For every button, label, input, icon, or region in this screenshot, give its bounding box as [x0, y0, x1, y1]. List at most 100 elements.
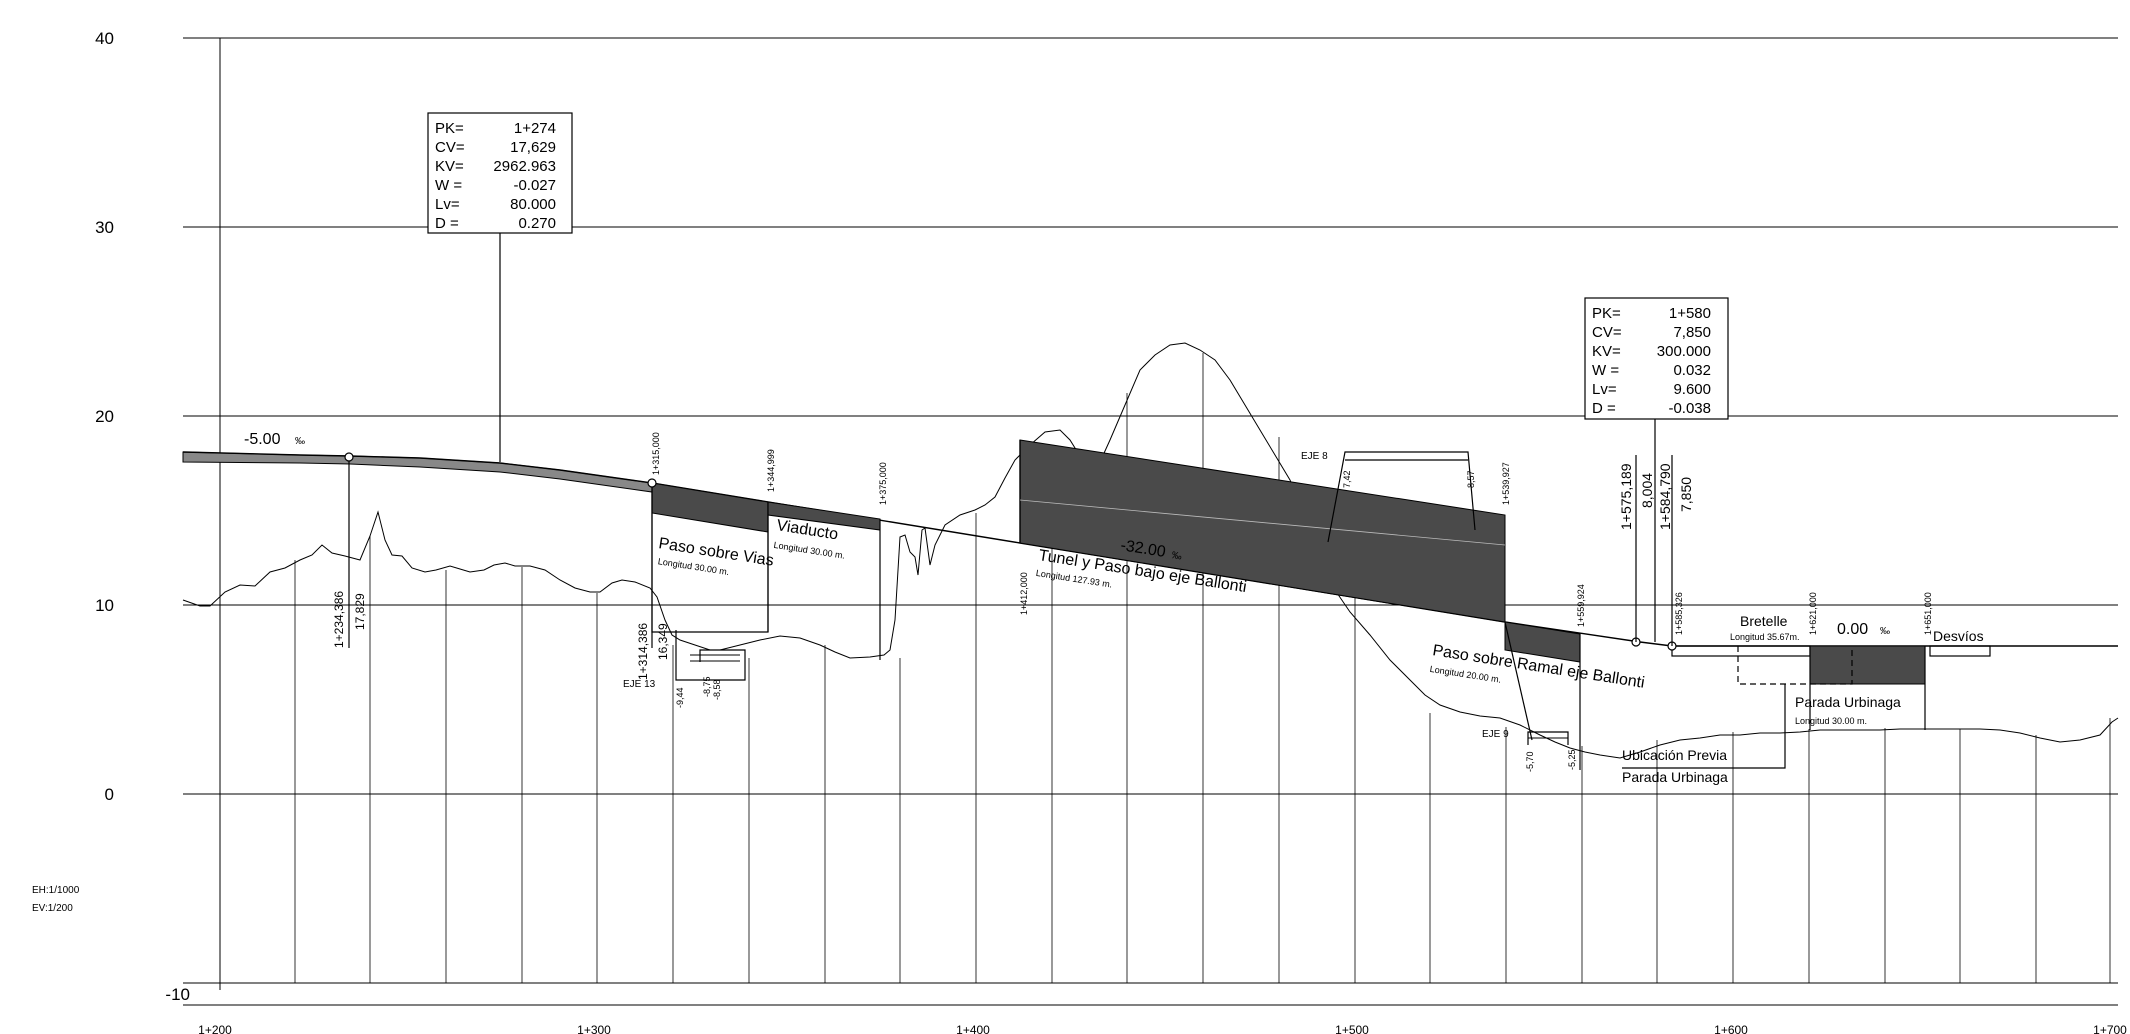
vertical-scale: EV:1/200	[32, 903, 73, 914]
svg-text:1+315,000: 1+315,000	[651, 432, 661, 475]
svg-text:1+375,000: 1+375,000	[878, 462, 888, 505]
eje8-section	[1327, 451, 1476, 543]
grade-line	[182, 451, 2118, 647]
svg-text:1+539,927: 1+539,927	[1501, 462, 1511, 505]
vc2-box	[1584, 297, 1729, 420]
svg-text:17,629: 17,629	[510, 139, 556, 156]
bretelle-label: Bretelle Longitud 35.67m.	[1730, 613, 1800, 642]
svg-text:0.270: 0.270	[518, 215, 556, 232]
section-small-values: -9,44 -8,75 -8,58 7,42 8,57 -5,70 -5,25	[675, 470, 1577, 772]
svg-text:2962.963: 2962.963	[493, 158, 556, 175]
x-tick-1500: 1+500	[1335, 1023, 1369, 1034]
x-tick-1300: 1+300	[577, 1023, 611, 1034]
slope-1: -5.00 ‰	[244, 431, 305, 448]
svg-text:-9,44: -9,44	[675, 687, 685, 708]
svg-text:1+585,326: 1+585,326	[1674, 592, 1684, 635]
svg-text:1+575,189: 1+575,189	[1618, 463, 1634, 530]
svg-text:PK=: PK=	[1592, 305, 1621, 322]
paso-sobre-vias-label: Paso sobre Vias Longitud 30.00 m.	[657, 535, 775, 577]
svg-text:CV=: CV=	[435, 139, 465, 156]
svg-text:-8,75: -8,75	[702, 676, 712, 697]
terrain-line	[182, 342, 2119, 759]
svg-text:Longitud 30.00 m.: Longitud 30.00 m.	[1795, 716, 1867, 726]
station-lines	[294, 353, 2111, 983]
y-tick-40: 40	[95, 29, 114, 48]
tunnel-inner-line	[1019, 499, 1506, 546]
vc2-values: 1+580 7,850 300.000 0.032 9.600 -0.038	[1657, 305, 1711, 417]
vc1-box	[427, 112, 573, 234]
svg-text:9.600: 9.600	[1673, 381, 1711, 398]
svg-text:-5,70: -5,70	[1525, 751, 1535, 772]
svg-text:0.00: 0.00	[1837, 621, 1868, 638]
y-tick-minus10: -10	[165, 985, 190, 1004]
svg-text:1+344,999: 1+344,999	[766, 449, 776, 492]
svg-text:-0.038: -0.038	[1668, 400, 1711, 417]
svg-text:80.000: 80.000	[510, 196, 556, 213]
svg-text:300.000: 300.000	[1657, 343, 1711, 360]
svg-text:1+580: 1+580	[1669, 305, 1711, 322]
svg-text:1+621,000: 1+621,000	[1808, 592, 1818, 635]
station-labels: 1+234,386 17,829 1+314,386 16,349 1+315,…	[332, 432, 1933, 680]
y-tick-20: 20	[95, 407, 114, 426]
svg-text:1+234,386: 1+234,386	[332, 591, 346, 648]
eje9-label: EJE 9	[1482, 729, 1509, 740]
x-tick-1700: 1+700	[2093, 1023, 2127, 1034]
ubicacion-previa-label-2: Parada Urbinaga	[1622, 769, 1728, 785]
horizontal-scale: EH:1/1000	[32, 885, 80, 896]
svg-text:‰: ‰	[1880, 626, 1890, 637]
svg-text:Lv=: Lv=	[1592, 381, 1617, 398]
svg-text:8,57: 8,57	[1466, 470, 1476, 488]
parada-deck	[1809, 645, 1926, 685]
x-axis-labels: 1+200 1+300 1+400 1+500 1+600 1+700	[198, 1023, 2127, 1034]
ubicacion-previa-label: Ubicación Previa	[1622, 747, 1727, 763]
svg-text:W =: W =	[435, 177, 462, 194]
svg-text:1+651,000: 1+651,000	[1923, 592, 1933, 635]
eje13-section	[675, 630, 746, 681]
svg-text:-5.00: -5.00	[244, 431, 281, 448]
tunnel-band	[1019, 439, 1506, 623]
vc1-values: 1+274 17,629 2962.963 -0.027 80.000 0.27…	[493, 120, 556, 232]
y-axis-labels: 40 30 20 10 0 -10	[95, 29, 190, 1004]
svg-text:-5,25: -5,25	[1567, 749, 1577, 770]
svg-text:0.032: 0.032	[1673, 362, 1711, 379]
svg-text:Bretelle: Bretelle	[1740, 613, 1788, 629]
svg-text:-32.00: -32.00	[1119, 537, 1167, 561]
paso-sobre-vias-deck	[651, 482, 769, 533]
svg-text:-0.027: -0.027	[513, 177, 556, 194]
slope-3: 0.00 ‰	[1837, 621, 1890, 638]
svg-text:‰: ‰	[295, 436, 305, 447]
eje8-label: EJE 8	[1301, 451, 1328, 462]
svg-text:7,850: 7,850	[1678, 477, 1694, 512]
parada-label: Parada Urbinaga Longitud 30.00 m.	[1795, 694, 1901, 726]
bretelle-platform	[1671, 645, 1811, 657]
y-tick-30: 30	[95, 218, 114, 237]
desvios-platform	[1929, 645, 1991, 657]
desvios-label: Desvíos	[1933, 628, 1984, 644]
svg-text:1+559,924: 1+559,924	[1576, 584, 1586, 627]
y-tick-0: 0	[105, 785, 114, 804]
svg-text:D =: D =	[1592, 400, 1616, 417]
svg-text:7,850: 7,850	[1673, 324, 1711, 341]
x-tick-1400: 1+400	[956, 1023, 990, 1034]
svg-text:8,004: 8,004	[1639, 473, 1655, 508]
svg-text:1+274: 1+274	[514, 120, 556, 137]
slope-2: -32.00 ‰	[1119, 537, 1183, 562]
y-tick-10: 10	[95, 596, 114, 615]
x-tick-1200: 1+200	[198, 1023, 232, 1034]
ubicacion-leader	[1622, 684, 1786, 769]
svg-text:1+314,386: 1+314,386	[636, 623, 650, 680]
svg-text:1+412,000: 1+412,000	[1019, 572, 1029, 615]
svg-text:Longitud 35.67m.: Longitud 35.67m.	[1730, 632, 1800, 642]
svg-text:PK=: PK=	[435, 120, 464, 137]
svg-text:‰: ‰	[1171, 550, 1183, 562]
svg-text:W =: W =	[1592, 362, 1619, 379]
svg-text:1+584,790: 1+584,790	[1657, 463, 1673, 530]
svg-text:-8,58: -8,58	[712, 679, 722, 700]
svg-text:KV=: KV=	[1592, 343, 1621, 360]
eje13-label: EJE 13	[623, 679, 656, 690]
svg-text:7,42: 7,42	[1342, 470, 1352, 488]
svg-text:16,349: 16,349	[656, 623, 670, 660]
svg-text:D =: D =	[435, 215, 459, 232]
vc2-labels: PK= CV= KV= W = Lv= D =	[1592, 305, 1622, 417]
